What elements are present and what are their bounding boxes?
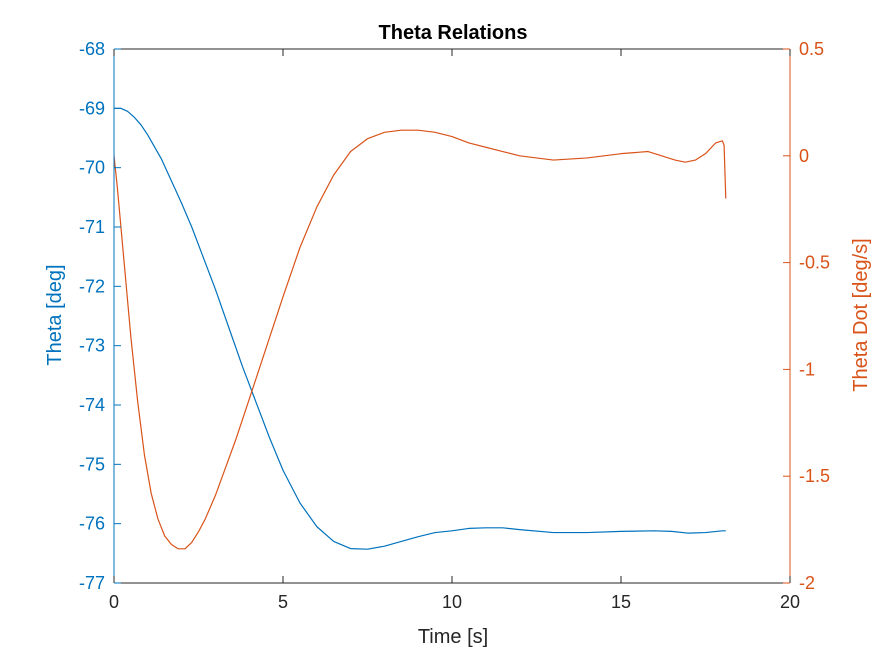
series-layer	[113, 107, 727, 550]
left-y-tick-label: -71	[79, 217, 105, 237]
left-y-tick-label: -73	[79, 336, 105, 356]
left-y-tick-label: -72	[79, 276, 105, 296]
left-y-tick-label: -74	[79, 395, 105, 415]
left-y-tick-label: -70	[79, 158, 105, 178]
right-y-axis-label: Theta Dot [deg/s]	[850, 238, 872, 391]
right-y-tick-label: 0.5	[799, 39, 824, 59]
x-tick-label: 20	[780, 592, 800, 612]
left-y-tick-label: -69	[79, 98, 105, 118]
left-y-axis-label: Theta [deg]	[44, 264, 66, 365]
left-y-tick-label: -76	[79, 514, 105, 534]
right-y-tick-label: -1.5	[799, 466, 830, 486]
x-tick-label: 15	[611, 592, 631, 612]
left-y-tick-label: -68	[79, 39, 105, 59]
ticks-layer: 0 5 10 15 20 -68 -69 -70 -71 -72 -73 -74 -75 -76 -77 0.…	[79, 39, 830, 612]
x-tick-label: 10	[442, 592, 462, 612]
plot-area	[114, 49, 790, 583]
right-y-tick-label: -1	[799, 359, 815, 379]
x-axis-label: Time [s]	[418, 626, 488, 648]
right-y-tick-label: 0	[799, 146, 809, 166]
chart-title: Theta Relations	[379, 22, 528, 44]
right-y-tick-label: -0.5	[799, 253, 830, 273]
x-tick-label: 0	[109, 592, 119, 612]
theta-series-line	[114, 107, 726, 550]
left-y-tick-label: -77	[79, 573, 105, 593]
left-y-tick-label: -75	[79, 454, 105, 474]
theta-dot-series-line	[113, 129, 727, 550]
right-y-tick-label: -2	[799, 573, 815, 593]
x-tick-label: 5	[278, 592, 288, 612]
